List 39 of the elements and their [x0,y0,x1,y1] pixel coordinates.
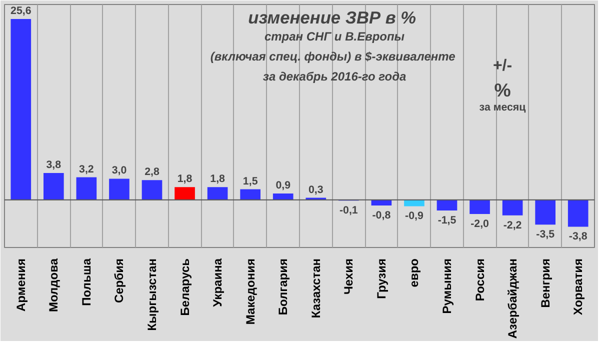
data-label: -0,1 [339,204,358,217]
x-tick-label: Азербайджан [506,258,520,339]
annotation: +/- % за месяц [479,58,526,114]
x-tick-label: Молдова [46,258,61,312]
x-tick-label: Болгария [276,258,290,316]
chart-title: изменение ЗВР в % [248,8,416,28]
x-tick-label: Беларусь [178,258,192,316]
data-label: 1,8 [177,173,192,186]
x-tick-label: Россия [472,258,487,302]
x-tick-label: Польша [79,258,94,306]
x-tick-label: евро [407,258,422,288]
data-label: -0,9 [405,210,424,222]
x-tick-label: Армения [14,258,28,312]
data-label: -2,0 [470,218,490,230]
data-label: 1,5 [242,175,258,188]
data-label: 2,8 [144,166,160,178]
x-tick-label: Хорватия [571,258,586,316]
x-tick-label: Македония [243,258,258,325]
data-label: -3,5 [536,228,555,241]
data-label: -3,8 [568,230,588,243]
data-label: -0,8 [372,210,391,222]
text: стран СНГ и В.Европы (включая спец. фонды) в $-эквиваленте за декабрь 2016-го года [210,30,456,84]
x-tick-label: Грузия [374,258,388,299]
data-label: 3,0 [112,164,127,177]
x-tick-label: Сербия [112,258,126,303]
x-tick-label: Кыргызстан [145,258,159,331]
x-tick-label: Казахстан [308,258,323,318]
data-label: 3,2 [79,163,94,176]
x-tick-label: Румыния [440,258,454,314]
data-label: -2,2 [503,219,522,232]
data-label: 25,6 [10,5,32,18]
x-tick-label: Венгрия [538,258,552,308]
data-label: 0,9 [276,180,291,192]
x-tick-label: Украина [210,258,225,307]
data-label: 0,3 [308,184,324,196]
data-label: 1,8 [210,173,226,186]
data-label: -1,5 [438,214,456,226]
data-label: 3,8 [46,159,62,172]
x-tick-label: Чехия [342,258,356,294]
